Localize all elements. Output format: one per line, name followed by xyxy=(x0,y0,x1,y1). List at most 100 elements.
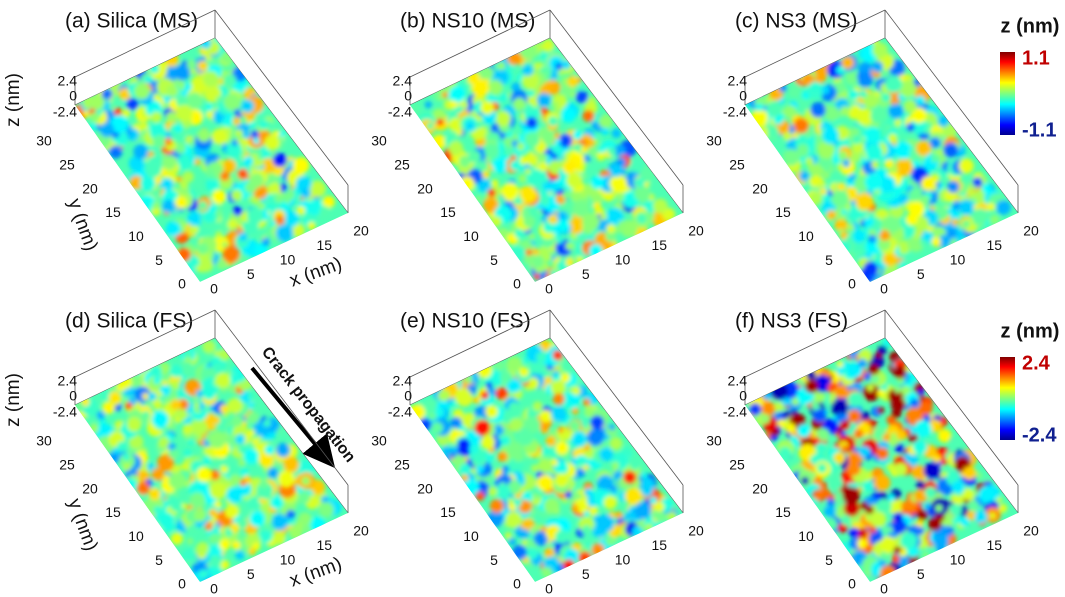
surface-patch xyxy=(188,137,195,144)
surface-patch xyxy=(309,181,326,198)
surface-patch xyxy=(877,407,884,414)
surface-patch xyxy=(262,237,271,246)
surface-patch xyxy=(209,173,216,180)
surface-patch xyxy=(212,190,227,205)
surface xyxy=(409,338,683,582)
surface-patch xyxy=(847,224,855,232)
surface-patch xyxy=(824,517,837,530)
surface-patch xyxy=(653,199,668,214)
surface-patch xyxy=(507,442,523,458)
surface-patch xyxy=(767,101,783,117)
surface-patch xyxy=(880,565,896,581)
surface-patch xyxy=(541,130,555,144)
surface-patch xyxy=(442,92,448,98)
surface-patch xyxy=(500,371,513,384)
surface-patch xyxy=(280,202,288,210)
surface-patch xyxy=(426,122,433,129)
surface-patch xyxy=(273,153,287,167)
surface-patch xyxy=(448,141,463,156)
surface-patch xyxy=(249,121,256,128)
surface-patch xyxy=(514,498,522,506)
surface-patch xyxy=(544,548,554,558)
surface-patch xyxy=(171,380,180,389)
x-axis-label: x (nm) xyxy=(287,553,345,591)
y-tick-label: 30 xyxy=(36,133,52,149)
surface-patch xyxy=(149,488,161,500)
surface-patch xyxy=(273,532,286,545)
surface-patch xyxy=(525,168,531,174)
surface-patch xyxy=(841,515,851,525)
y-tick-label: 10 xyxy=(798,528,814,544)
surface-patch xyxy=(232,415,243,426)
surface-patch xyxy=(858,72,874,88)
panel-title: (f) NS3 (FS) xyxy=(735,310,848,333)
colorbar-min: -2.4 xyxy=(1022,424,1057,446)
surface-patch xyxy=(881,526,890,535)
surface-patch xyxy=(197,467,212,482)
surface-patch xyxy=(865,506,873,514)
surface-patch xyxy=(567,76,578,87)
z-tick-label: -2.4 xyxy=(53,104,77,120)
surface-patch xyxy=(762,390,772,400)
surface-patch xyxy=(870,420,877,427)
surface-patch xyxy=(482,171,490,179)
surface-patch xyxy=(618,221,626,229)
surface-patch xyxy=(890,165,898,173)
surface-patch xyxy=(845,71,859,85)
surface-patch xyxy=(212,416,220,424)
surface-patch xyxy=(582,525,592,535)
surface-patch xyxy=(219,539,230,550)
surface-patch xyxy=(481,101,495,115)
surface-patch xyxy=(148,392,157,401)
panel-title: (b) NS10 (MS) xyxy=(400,10,535,33)
z-tick-label: -2.4 xyxy=(388,404,412,420)
surface-patch xyxy=(202,386,216,400)
y-tick-label: 10 xyxy=(128,528,144,544)
surface-patch xyxy=(916,95,925,104)
y-tick-label: 20 xyxy=(82,480,98,496)
surface-patch xyxy=(959,200,974,215)
x-tick-label: 20 xyxy=(1023,523,1039,539)
surface-patch xyxy=(916,527,924,535)
surface-patch xyxy=(871,375,879,383)
y-tick-label: 20 xyxy=(417,480,433,496)
surface-patch xyxy=(232,139,239,146)
surface-patch xyxy=(577,459,585,467)
surface-patch xyxy=(125,402,132,409)
panel-title: (d) Silica (FS) xyxy=(65,310,193,333)
surface-patch xyxy=(599,447,613,461)
surface-patch xyxy=(603,496,616,509)
surface-patch xyxy=(209,533,220,544)
surface-patch xyxy=(821,86,829,94)
surface-patch xyxy=(175,196,187,208)
surface-patch xyxy=(865,173,883,191)
surface-patch xyxy=(841,209,847,215)
surface-patch xyxy=(518,165,524,171)
surface-patch xyxy=(563,560,575,572)
surface-patch xyxy=(566,172,582,188)
y-tick-label: 25 xyxy=(729,157,745,173)
surface-patch xyxy=(171,399,182,410)
surface-patch xyxy=(147,463,154,470)
panel: (e) NS10 (FS)2.40-2.43025201510500510152… xyxy=(371,310,704,597)
x-tick-label: 15 xyxy=(316,237,332,253)
surface-patch xyxy=(584,445,590,451)
surface-patch xyxy=(814,490,825,501)
surface-patch xyxy=(208,431,226,449)
surface-patch xyxy=(522,357,528,363)
surface-patch xyxy=(533,401,543,411)
surface-patch xyxy=(978,486,995,503)
surface-patch xyxy=(140,122,148,130)
surface-patch xyxy=(524,132,540,148)
surface-patch xyxy=(886,118,895,127)
surface-patch xyxy=(900,532,917,549)
surface-patch xyxy=(822,127,839,144)
surface-patch xyxy=(783,132,792,141)
z-tick-label: 2.4 xyxy=(393,73,413,89)
surface-patch xyxy=(906,123,915,132)
surface-patch xyxy=(925,487,936,498)
surface-patch xyxy=(251,130,259,138)
surface-patch xyxy=(510,161,520,171)
surface-patch xyxy=(518,174,527,183)
surface-patch xyxy=(152,202,160,210)
